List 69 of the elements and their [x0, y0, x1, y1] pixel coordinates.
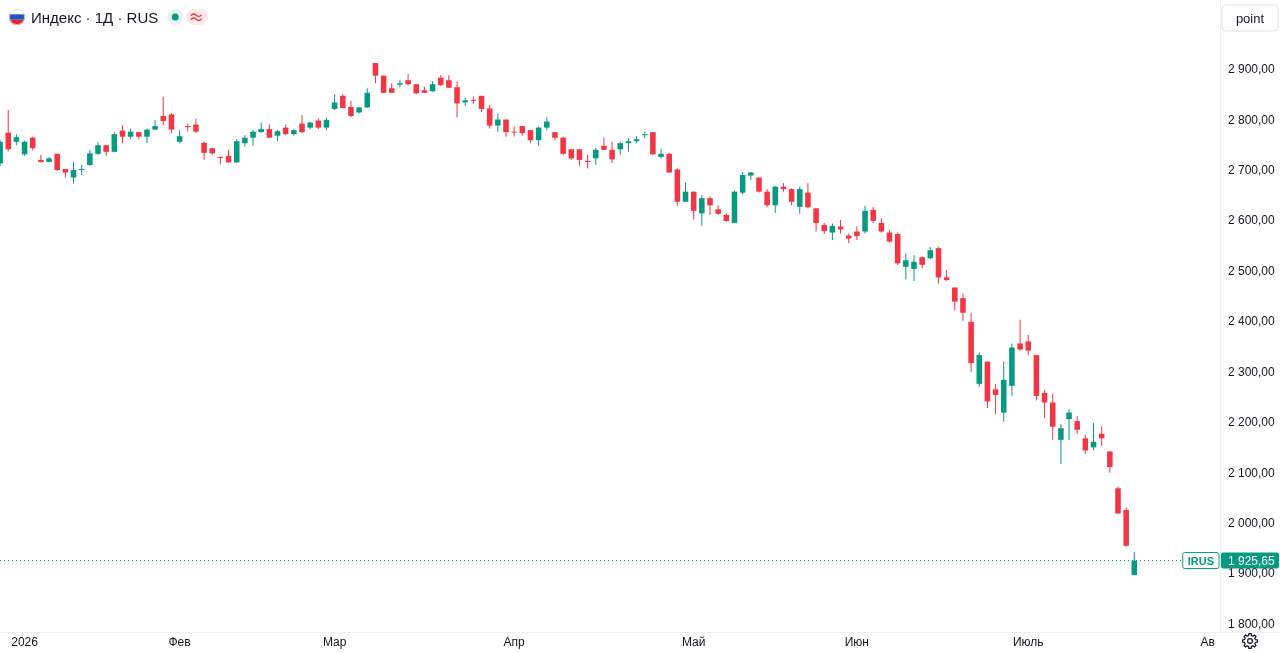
- x-tick-label: 2026: [11, 635, 39, 649]
- candlestick: [650, 131, 656, 156]
- text: 1 925,65: [1228, 553, 1276, 568]
- candlestick: [903, 252, 909, 280]
- candlestick: [1041, 389, 1048, 419]
- candlestick: [690, 191, 697, 220]
- candlestick: [511, 126, 517, 138]
- candlestick: [609, 141, 615, 164]
- y-tick-label: 2 800,00: [1228, 112, 1276, 127]
- candlestick: [699, 194, 705, 227]
- candlestick: [813, 207, 819, 233]
- candlestick: [601, 137, 607, 151]
- candlestick: [1058, 423, 1064, 465]
- candlestick: [152, 119, 158, 131]
- candlestick: [805, 182, 811, 209]
- y-tick-label: 2 300,00: [1228, 364, 1276, 379]
- y-tick-label: 2 400,00: [1228, 314, 1276, 329]
- y-tick-label: 2 600,00: [1228, 213, 1276, 228]
- x-tick-label: Мар: [322, 635, 347, 649]
- candlestick: [658, 148, 664, 159]
- x-tick-label: Май: [681, 635, 706, 649]
- text: Индекс · 1Д · RUS: [31, 8, 159, 26]
- candlestick: [707, 195, 713, 216]
- candlestick: [193, 118, 199, 134]
- candlestick: [796, 186, 803, 215]
- candlestick: [5, 109, 12, 152]
- x-tick-label: Апр: [503, 635, 526, 649]
- candlestick: [405, 73, 411, 86]
- candlestick: [862, 205, 868, 235]
- candlestick: [739, 171, 746, 195]
- candlestick: [911, 254, 917, 282]
- candlestick: [560, 136, 566, 156]
- candlestick: [486, 104, 493, 130]
- candlestick: [372, 62, 379, 84]
- ref-line-label: IRUS: [1187, 554, 1214, 567]
- x-tick-label: Июль: [1012, 635, 1044, 649]
- candlestick: [992, 383, 999, 415]
- candlestick: [666, 152, 672, 173]
- candlestick: [397, 79, 403, 88]
- candlestick: [1017, 319, 1023, 352]
- x-tick-label: Фев: [168, 635, 191, 649]
- candlestick: [144, 128, 150, 144]
- y-tick-label: 2 000,00: [1228, 516, 1276, 531]
- y-tick-label: 2 900,00: [1228, 62, 1276, 77]
- x-tick-label: Ав: [1200, 635, 1215, 649]
- y-tick-label: 1 900,00: [1228, 566, 1276, 581]
- text: point: [1235, 10, 1265, 26]
- candlestick: [1025, 334, 1032, 356]
- candlestick: [454, 81, 460, 119]
- candlestick: [201, 141, 207, 161]
- candlestick: [1107, 450, 1113, 474]
- candlestick: [1066, 408, 1072, 441]
- y-tick-label: 2 100,00: [1228, 465, 1276, 480]
- candlestick: [854, 225, 860, 241]
- candlestick: [242, 134, 248, 148]
- candlestick: [960, 293, 966, 322]
- y-tick-label: 2 700,00: [1228, 162, 1276, 177]
- candlestick: [764, 188, 770, 208]
- candlestick: [70, 161, 77, 185]
- y-tick-label: 2 200,00: [1228, 415, 1276, 430]
- candlestick: [38, 154, 44, 164]
- y-tick-label: 1 800,00: [1228, 616, 1276, 631]
- candlestick: [250, 129, 256, 147]
- candlestick: [299, 114, 305, 134]
- y-tick-label: 2 500,00: [1228, 263, 1276, 278]
- candlestick: [495, 112, 501, 133]
- candlestick: [168, 112, 175, 134]
- x-tick-label: Июн: [844, 635, 870, 649]
- candlestick: [1082, 434, 1089, 455]
